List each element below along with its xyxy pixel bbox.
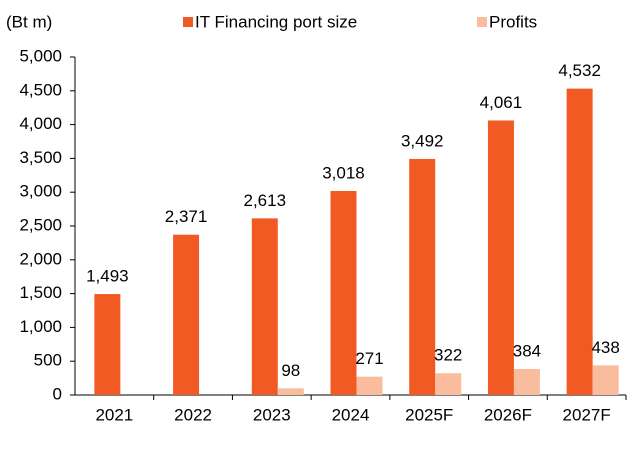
data-label: 98 (281, 361, 300, 380)
legend-label: IT Financing port size (195, 12, 357, 31)
legend-swatch (183, 17, 193, 27)
data-label: 3,492 (401, 131, 444, 150)
y-axis-label: (Bt m) (6, 12, 52, 31)
x-tick-label: 2027F (563, 405, 611, 424)
bar (251, 218, 278, 395)
bar (592, 365, 619, 395)
y-tick-label: 5,000 (19, 46, 62, 65)
legend-label: Profits (489, 12, 537, 31)
data-label: 322 (434, 346, 462, 365)
data-label: 271 (355, 349, 383, 368)
x-tick-label: 2024 (332, 405, 370, 424)
y-tick-label: 3,000 (19, 182, 62, 201)
x-tick-label: 2026F (484, 405, 532, 424)
data-label: 4,061 (480, 93, 523, 112)
data-label: 384 (513, 342, 541, 361)
x-tick-label: 2023 (253, 405, 291, 424)
data-label: 1,493 (86, 267, 129, 286)
bar (409, 158, 436, 395)
bar (173, 234, 200, 395)
data-label: 2,371 (165, 207, 208, 226)
y-tick-label: 2,000 (19, 249, 62, 268)
bar (513, 369, 540, 395)
bar (435, 373, 462, 395)
y-tick-label: 4,000 (19, 114, 62, 133)
y-tick-label: 1,000 (19, 317, 62, 336)
data-label: 438 (591, 338, 619, 357)
y-tick-label: 4,500 (19, 80, 62, 99)
y-tick-label: 2,500 (19, 215, 62, 234)
legend-swatch (477, 17, 487, 27)
y-tick-label: 3,500 (19, 148, 62, 167)
x-tick-label: 2021 (95, 405, 133, 424)
y-tick-label: 1,500 (19, 283, 62, 302)
bar (356, 376, 383, 395)
bar (94, 294, 121, 395)
bar (487, 120, 514, 395)
data-label: 3,018 (322, 163, 365, 182)
bar (566, 88, 593, 395)
bar (277, 388, 304, 395)
x-tick-label: 2025F (405, 405, 453, 424)
y-tick-label: 500 (34, 351, 62, 370)
data-label: 4,532 (558, 61, 601, 80)
data-label: 2,613 (244, 191, 287, 210)
x-tick-label: 2022 (174, 405, 212, 424)
bar (330, 190, 357, 395)
y-tick-label: 0 (53, 384, 62, 403)
